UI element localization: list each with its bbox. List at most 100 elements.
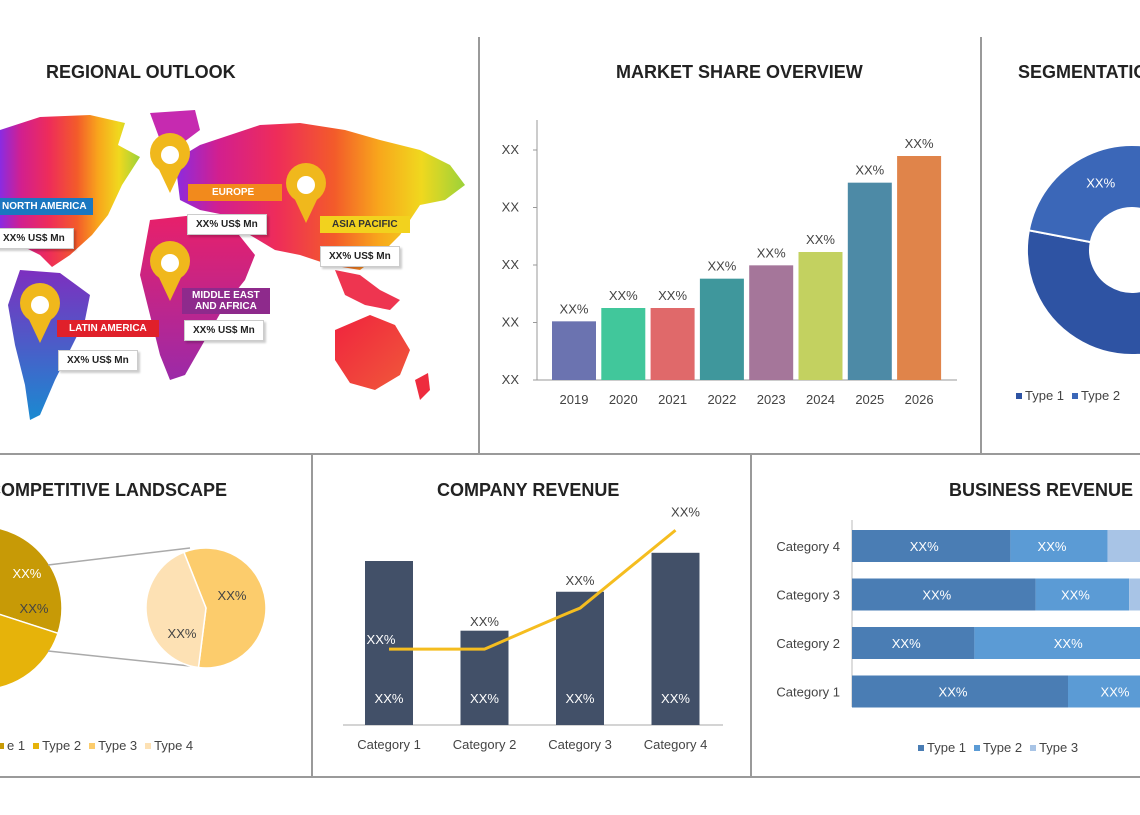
br-bar-segment — [974, 627, 1140, 659]
br-bar-segment — [1107, 530, 1140, 562]
business-revenue-chart: Category 4 XX% XX% Category 3 XX% XX% Category… — [776, 520, 1140, 708]
cr-bar-label: XX% — [375, 691, 404, 706]
ms-y-tick-label: XX — [502, 372, 520, 387]
ms-data-label: XX% — [757, 245, 786, 260]
competitive-chart: XX% XX% XX% XX% — [0, 527, 267, 689]
cr-x-tick-label: Category 4 — [644, 737, 708, 752]
region-label-mea-line1: MIDDLE EAST — [192, 290, 260, 301]
br-bar-segment — [852, 675, 1068, 708]
comp-slice — [0, 613, 59, 689]
region-label-middle-east-africa: MIDDLE EAST AND AFRICA — [182, 288, 270, 314]
ms-x-tick-label: 2026 — [905, 392, 934, 407]
cr-bar-label: XX% — [661, 691, 690, 706]
regional-outlook-title: REGIONAL OUTLOOK — [46, 62, 236, 82]
cr-bar — [460, 630, 509, 725]
br-data-label: XX% — [1038, 539, 1067, 554]
cr-x-tick-label: Category 2 — [453, 737, 517, 752]
cr-bar — [651, 552, 700, 725]
comp-data-label: XX% — [20, 601, 49, 616]
cr-x-tick-label: Category 1 — [357, 737, 421, 752]
ms-data-label: XX% — [658, 288, 687, 303]
seg-slice — [1027, 144, 1140, 244]
market-share-chart: XX XX XX XX XX XX% 2019 XX% 2020 XX% 2021 XX% 2022 XX… — [502, 120, 957, 407]
region-label-europe: EUROPE — [188, 184, 283, 201]
br-y-tick-label: Category 2 — [776, 636, 840, 651]
region-label-mea-line2: AND AFRICA — [194, 301, 257, 312]
region-value-latin-america: XX% US$ Mn — [58, 350, 138, 371]
ms-y-tick-label: XX — [502, 257, 520, 272]
br-legend-swatch-1 — [918, 745, 924, 752]
br-y-tick-label: Category 3 — [776, 588, 840, 603]
br-bar-segment — [852, 578, 1036, 611]
ms-x-tick-label: 2022 — [707, 392, 736, 407]
br-bar-segment — [1010, 530, 1108, 562]
cr-x-tick-label: Category 3 — [548, 737, 612, 752]
pin-icon-north-america — [150, 133, 190, 193]
cr-bar-label: XX% — [470, 691, 499, 706]
br-bar-segment — [852, 627, 975, 659]
br-data-label: XX% — [939, 685, 968, 700]
comp-legend-swatch-3 — [89, 743, 96, 750]
ms-bar — [699, 278, 744, 380]
br-bar-segment — [852, 530, 1011, 562]
seg-data-label: XX% — [1086, 175, 1115, 190]
ms-y-tick-label: XX — [502, 315, 520, 330]
comp-sub-slice — [182, 547, 267, 669]
cr-bar — [365, 561, 413, 725]
region-label-latin-america: LATIN AMERICA — [57, 320, 159, 337]
comp-legend-label-2: Type 2 — [42, 738, 82, 753]
divider-horizontal — [0, 453, 1140, 455]
br-bar-segment — [1129, 578, 1140, 611]
ms-bar — [601, 308, 646, 380]
pin-icon-africa — [150, 241, 190, 301]
comp-slice — [0, 527, 63, 635]
region-value-north-america: XX% US$ Mn — [0, 228, 74, 249]
ms-bar — [552, 321, 596, 380]
ms-data-label: XX% — [560, 301, 589, 316]
comp-connector-top — [47, 547, 191, 566]
ms-data-label: XX% — [609, 288, 638, 303]
region-label-north-america: NORTH AMERICA — [0, 198, 93, 215]
br-data-label: XX% — [1061, 588, 1090, 603]
br-data-label: XX% — [1101, 685, 1130, 700]
cr-line-label: XX% — [367, 632, 396, 647]
br-legend-label-3: Type 3 — [1039, 740, 1079, 755]
seg-legend-label-2: Type 2 — [1081, 388, 1121, 403]
ms-bar — [650, 308, 695, 380]
segmentation-title: SEGMENTATION — [1018, 62, 1140, 82]
competitive-legend: e 1 Type 2 Type 3 Type 4 — [0, 738, 193, 753]
world-map — [0, 110, 465, 420]
company-revenue-title: COMPANY REVENUE — [437, 480, 620, 500]
seg-legend-swatch-1 — [1016, 393, 1022, 400]
market-share-title: MARKET SHARE OVERVIEW — [616, 62, 863, 82]
ms-y-tick-label: XX — [502, 200, 520, 215]
br-legend-swatch-2 — [974, 745, 981, 752]
br-legend-label-1: Type 1 — [927, 740, 967, 755]
br-y-tick-label: Category 4 — [776, 539, 840, 554]
br-bar-segment — [1068, 675, 1140, 708]
ms-y-tick-label: XX — [502, 142, 520, 157]
business-revenue-title: BUSINESS REVENUE — [949, 480, 1134, 500]
region-value-asia-pacific: XX% US$ Mn — [320, 246, 400, 267]
br-data-label: XX% — [892, 636, 921, 651]
br-legend-label-2: Type 2 — [983, 740, 1023, 755]
ms-bar — [897, 156, 942, 380]
ms-data-label: XX% — [806, 232, 835, 247]
ms-data-label: XX% — [855, 163, 884, 178]
company-revenue-chart: XX% Category 1 XX% Category 2 XX% Category 3 X… — [343, 504, 723, 752]
ms-bar — [847, 182, 892, 380]
region-label-asia-pacific: ASIA PACIFIC — [320, 216, 410, 233]
cr-line-label: XX% — [671, 504, 700, 519]
comp-legend-swatch-4 — [145, 743, 152, 750]
comp-sub-slice — [145, 551, 207, 669]
divider-bottom — [0, 776, 1140, 778]
continent-australia — [335, 315, 430, 400]
comp-legend-label-3: Type 3 — [98, 738, 138, 753]
continent-southeast-asia — [335, 270, 400, 310]
ms-x-tick-label: 2019 — [560, 392, 589, 407]
divider-vertical-4 — [750, 455, 752, 777]
pin-icon-europe-asia — [286, 163, 326, 223]
comp-legend-swatch-2 — [33, 743, 40, 750]
pin-icon-latin-america — [20, 283, 60, 343]
comp-legend-label-1: e 1 — [7, 738, 26, 753]
